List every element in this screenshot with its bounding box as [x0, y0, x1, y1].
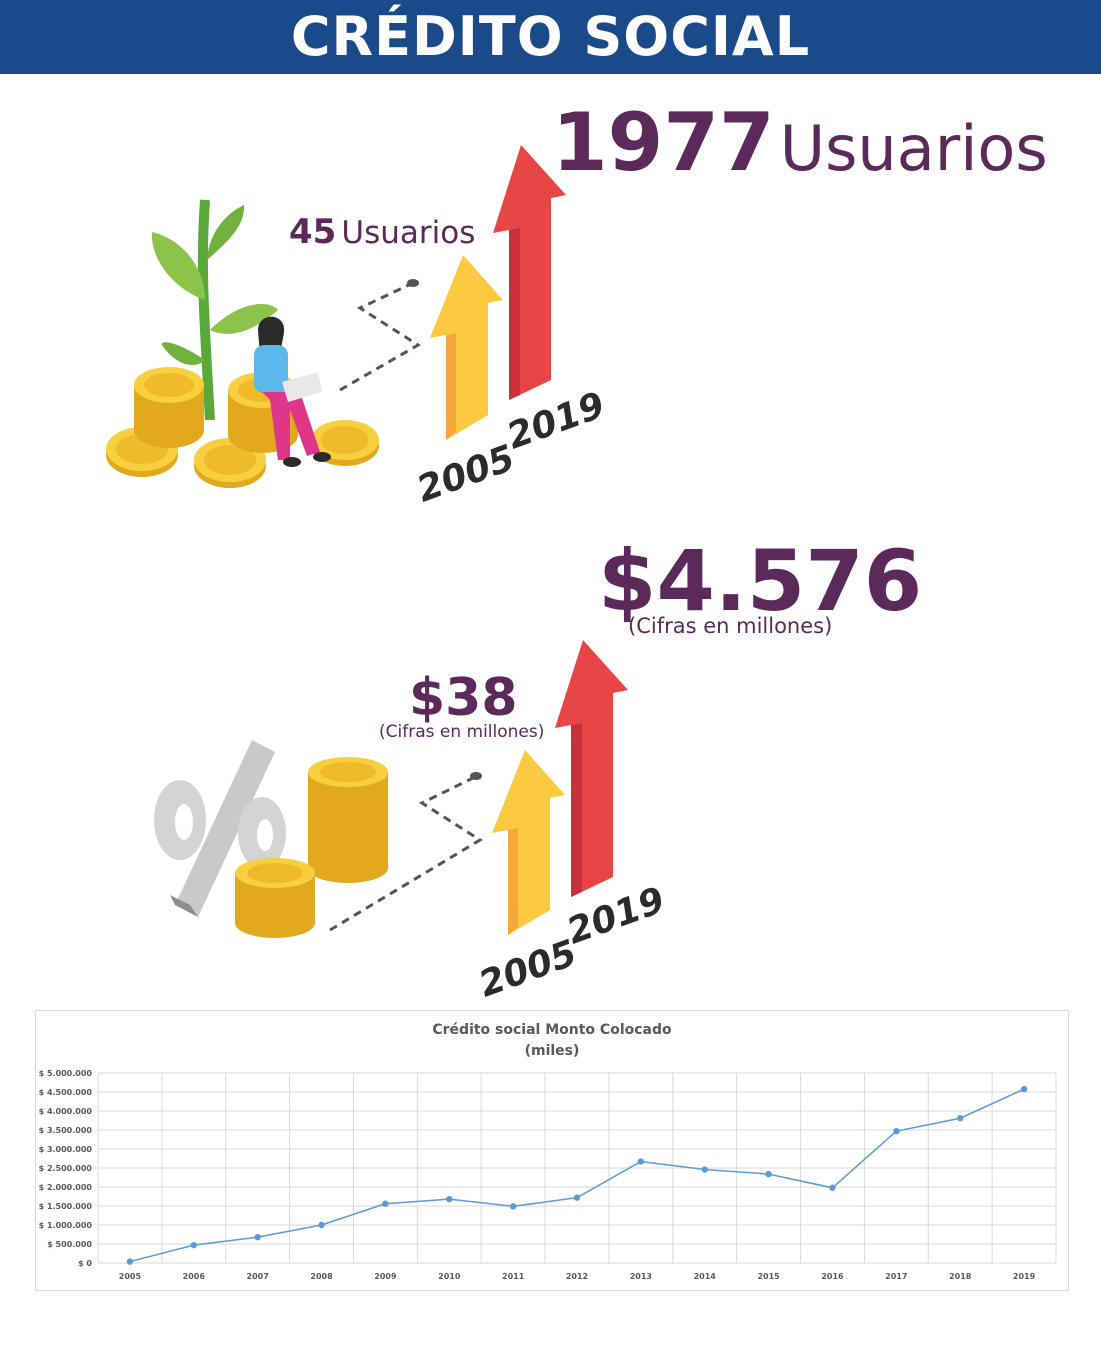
chart-series	[126, 1085, 1028, 1265]
x-tick-label: 2015	[757, 1272, 780, 1281]
amount-end-caption: (Cifras en millones)	[628, 614, 833, 638]
y-tick-label: $ 2.000.000	[39, 1183, 93, 1192]
users-start-stat: 45 Usuarios	[289, 212, 475, 252]
users-start-unit: Usuarios	[341, 215, 476, 251]
chart-y-axis: $ 0 $ 500.000 $ 1.000.000 $ 1.500.000 $ 2.00…	[39, 1069, 93, 1268]
data-point	[190, 1241, 197, 1249]
amount-start-caption: (Cifras en millones)	[379, 722, 545, 742]
data-point	[637, 1158, 645, 1165]
amount-arrow-2019-icon	[555, 640, 628, 897]
x-tick-label: 2005	[119, 1272, 142, 1281]
x-tick-label: 2008	[310, 1272, 333, 1281]
data-point	[765, 1170, 772, 1178]
woman-laptop-icon	[254, 316, 331, 467]
data-point	[701, 1166, 708, 1173]
amount-illustration: 2005 2019	[154, 640, 670, 1000]
data-point	[509, 1203, 517, 1210]
x-tick-label: 2014	[694, 1272, 717, 1281]
chart-title: Crédito social Monto Colocado	[432, 1022, 672, 1038]
y-tick-label: $ 1.000.000	[39, 1221, 93, 1230]
users-end-value: 1977	[552, 96, 775, 189]
amount-dashed-connector	[329, 775, 483, 932]
amount-end-value: $4.576	[598, 532, 923, 630]
chart-x-axis: 2005 2006 2007 2008 2009 2010 2011 2012 2013 2014…	[119, 1272, 1036, 1281]
data-point	[126, 1258, 134, 1265]
y-tick-label: $ 3.000.000	[39, 1145, 93, 1154]
users-end-unit: Usuarios	[779, 112, 1048, 185]
page-title: CRÉDITO SOCIAL	[290, 5, 811, 68]
y-tick-label: $ 500.000	[47, 1240, 92, 1249]
data-point	[573, 1194, 581, 1201]
x-tick-label: 2011	[502, 1272, 525, 1281]
data-point	[957, 1115, 964, 1122]
percent-icon	[154, 740, 286, 917]
x-tick-label: 2010	[438, 1272, 461, 1281]
arrow-2005-icon	[430, 255, 503, 440]
x-tick-label: 2018	[949, 1272, 972, 1281]
data-point	[446, 1195, 453, 1203]
users-year-start: 2005	[412, 438, 520, 511]
data-point	[893, 1127, 900, 1135]
x-tick-label: 2016	[821, 1272, 844, 1281]
users-end-stat: 1977 Usuarios	[552, 96, 1048, 189]
dashed-connector	[339, 281, 421, 392]
data-point	[829, 1184, 836, 1191]
amount-start-value: $38	[409, 668, 518, 728]
arrow-2019-icon	[493, 145, 566, 400]
line-chart-card: Crédito social Monto Colocado (miles) $ …	[35, 1010, 1069, 1291]
users-start-value: 45	[289, 212, 337, 252]
chart-subtitle: (miles)	[525, 1043, 580, 1059]
amount-arrow-2005-icon	[492, 750, 565, 935]
plant-icon	[151, 199, 278, 421]
x-tick-label: 2007	[247, 1272, 269, 1281]
users-illustration: 2005 2019	[106, 145, 610, 511]
x-tick-label: 2013	[630, 1272, 652, 1281]
data-point	[254, 1233, 261, 1241]
y-tick-label: $ 4.500.000	[39, 1088, 93, 1097]
data-point	[318, 1221, 325, 1229]
x-tick-label: 2012	[566, 1272, 588, 1281]
coin-stack-icon	[106, 367, 379, 488]
y-tick-label: $ 5.000.000	[39, 1069, 93, 1078]
x-tick-label: 2017	[885, 1272, 907, 1281]
x-tick-label: 2019	[1013, 1272, 1036, 1281]
y-tick-label: $ 4.000.000	[39, 1107, 93, 1116]
x-tick-label: 2009	[374, 1272, 397, 1281]
tall-coin-stack-icon	[308, 757, 388, 883]
data-point	[382, 1200, 389, 1207]
data-point	[1020, 1085, 1028, 1093]
short-coin-stack-icon	[235, 858, 315, 938]
series-line	[129, 1088, 1025, 1263]
y-tick-label: $ 2.500.000	[39, 1164, 93, 1173]
header-banner	[0, 0, 1101, 74]
amount-year-start: 2005	[474, 933, 582, 1000]
y-tick-label: $ 3.500.000	[39, 1126, 93, 1135]
line-chart: Crédito social Monto Colocado (miles) $ …	[39, 1022, 1057, 1281]
chart-grid	[97, 1072, 1057, 1264]
y-tick-label: $ 1.500.000	[39, 1202, 93, 1211]
y-tick-label: $ 0	[78, 1259, 92, 1268]
x-tick-label: 2006	[183, 1272, 206, 1281]
